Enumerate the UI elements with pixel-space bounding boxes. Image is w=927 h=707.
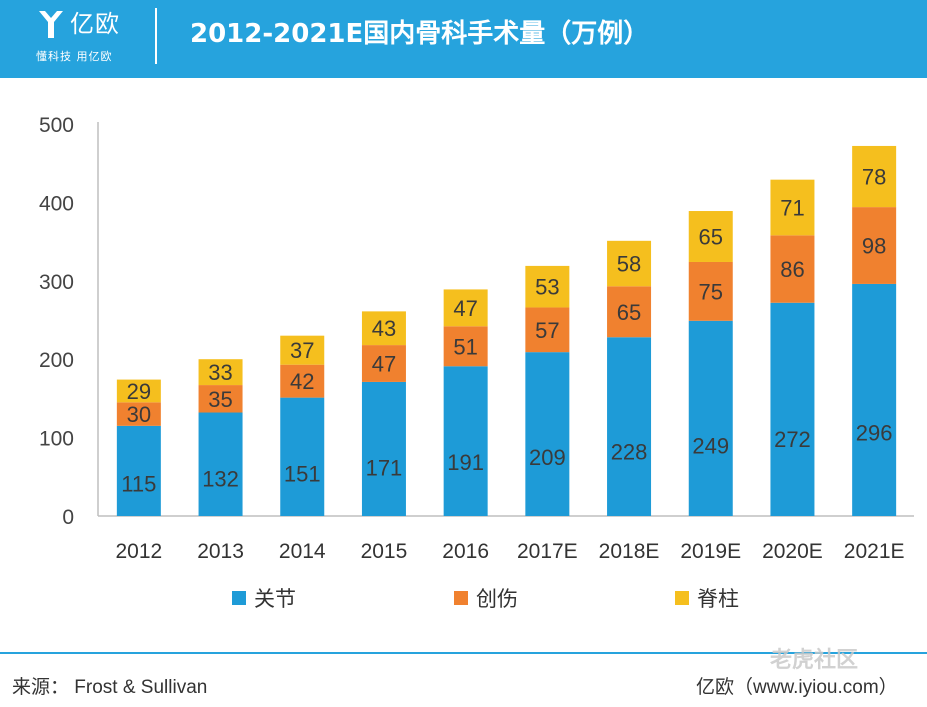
bar-segment xyxy=(116,402,161,426)
data-label: 249 xyxy=(692,434,729,459)
data-label: 58 xyxy=(617,252,641,277)
data-label: 132 xyxy=(202,467,239,492)
data-label: 65 xyxy=(617,300,641,325)
data-label: 53 xyxy=(535,275,559,300)
source-note: 来源： Frost & Sullivan xyxy=(12,677,208,698)
data-label: 78 xyxy=(862,165,886,190)
bar-segment xyxy=(852,283,897,516)
logo-name: 亿欧 xyxy=(70,10,120,38)
x-tick-label: 2015 xyxy=(361,540,408,563)
y-tick-label: 500 xyxy=(39,114,74,137)
bar-segment xyxy=(688,320,733,516)
bar-segment xyxy=(280,397,325,516)
bar-segment xyxy=(443,366,488,516)
bar-segment xyxy=(361,381,406,516)
data-label: 171 xyxy=(366,456,403,481)
y-tick-label: 200 xyxy=(39,349,74,372)
data-label: 86 xyxy=(780,257,804,282)
x-tick-label: 2016 xyxy=(442,540,489,563)
legend-label: 脊柱 xyxy=(697,587,739,611)
bar-segment xyxy=(525,352,570,516)
data-label: 47 xyxy=(453,296,477,321)
data-label: 33 xyxy=(208,360,232,385)
bar-segment xyxy=(688,211,733,262)
x-tick-label: 2013 xyxy=(197,540,244,563)
bar-segment xyxy=(852,145,897,208)
legend-swatch xyxy=(454,591,468,605)
header-banner: 亿欧 懂科技 用亿欧 2012-2021E国内骨科手术量（万例） xyxy=(0,0,927,78)
bar-segment xyxy=(852,207,897,284)
x-tick-label: 2012 xyxy=(115,540,162,563)
bar-segment xyxy=(607,337,652,516)
data-label: 98 xyxy=(862,234,886,259)
bar-segment xyxy=(280,335,325,365)
footer-divider xyxy=(0,652,927,654)
y-tick-label: 400 xyxy=(39,192,74,215)
logo-slogan: 懂科技 用亿欧 xyxy=(36,50,113,63)
bar-segment xyxy=(525,265,570,308)
data-label: 51 xyxy=(453,334,477,359)
legend-swatch xyxy=(675,591,689,605)
bar-segment xyxy=(280,364,325,398)
data-label: 151 xyxy=(284,461,321,486)
data-label: 191 xyxy=(447,450,484,475)
data-label: 43 xyxy=(372,316,396,341)
header-divider xyxy=(155,8,157,64)
brand-note: 亿欧（www.iyiou.com） xyxy=(696,677,898,698)
legend-label: 关节 xyxy=(254,587,296,611)
bar-segment xyxy=(116,425,161,516)
bar-segment xyxy=(361,311,406,346)
data-label: 57 xyxy=(535,318,559,343)
data-label: 30 xyxy=(127,402,151,427)
data-label: 71 xyxy=(780,195,804,220)
data-label: 65 xyxy=(699,225,723,250)
data-label: 272 xyxy=(774,427,811,452)
legend-swatch xyxy=(232,591,246,605)
yiou-logo-icon xyxy=(39,11,63,38)
bar-segment xyxy=(443,326,488,367)
bar-segment xyxy=(525,307,570,353)
data-label: 47 xyxy=(372,352,396,377)
x-tick-label: 2021E xyxy=(844,540,905,563)
x-tick-label: 2018E xyxy=(599,540,660,563)
bar-segment xyxy=(198,359,243,386)
bar-segment xyxy=(116,379,161,403)
x-tick-label: 2017E xyxy=(517,540,578,563)
bar-segment xyxy=(607,240,652,287)
bar-segment xyxy=(770,179,815,236)
data-label: 228 xyxy=(611,440,648,465)
legend-label: 创伤 xyxy=(476,587,518,611)
bar-segment xyxy=(688,261,733,321)
bar-segment xyxy=(443,289,488,327)
y-tick-label: 0 xyxy=(62,506,74,529)
bar-segment xyxy=(770,302,815,516)
data-label: 37 xyxy=(290,338,314,363)
data-label: 35 xyxy=(208,387,232,412)
bar-segment xyxy=(770,235,815,303)
watermark: 老虎社区 xyxy=(770,648,859,673)
bar-segment xyxy=(198,412,243,516)
x-tick-label: 2014 xyxy=(279,540,326,563)
bar-segment xyxy=(361,345,406,382)
data-label: 75 xyxy=(699,279,723,304)
x-tick-label: 2019E xyxy=(680,540,741,563)
data-label: 42 xyxy=(290,369,314,394)
bar-segment xyxy=(607,286,652,338)
y-tick-label: 100 xyxy=(39,428,74,451)
data-label: 29 xyxy=(127,379,151,404)
page-title: 2012-2021E国内骨科手术量（万例） xyxy=(190,19,650,49)
x-tick-label: 2020E xyxy=(762,540,823,563)
data-label: 296 xyxy=(856,420,893,445)
data-label: 115 xyxy=(121,472,156,497)
data-label: 209 xyxy=(529,445,566,470)
y-tick-label: 300 xyxy=(39,271,74,294)
bar-segment xyxy=(198,385,243,413)
